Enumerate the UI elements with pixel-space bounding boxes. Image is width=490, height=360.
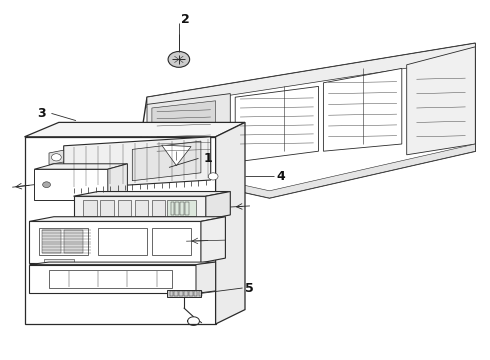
Polygon shape bbox=[216, 122, 245, 324]
Polygon shape bbox=[201, 217, 225, 263]
Bar bbox=[152, 200, 165, 216]
Circle shape bbox=[43, 182, 50, 188]
Polygon shape bbox=[29, 262, 216, 265]
Bar bbox=[135, 200, 148, 216]
Bar bbox=[175, 202, 179, 215]
Text: 3: 3 bbox=[37, 107, 46, 120]
Polygon shape bbox=[206, 192, 230, 220]
Text: 2: 2 bbox=[181, 13, 190, 26]
Bar bbox=[98, 228, 147, 255]
Polygon shape bbox=[147, 160, 164, 187]
Text: 4: 4 bbox=[277, 170, 286, 183]
Polygon shape bbox=[147, 43, 475, 108]
Polygon shape bbox=[137, 155, 186, 180]
Polygon shape bbox=[132, 141, 201, 181]
Polygon shape bbox=[74, 192, 230, 196]
Bar bbox=[149, 171, 153, 184]
Polygon shape bbox=[323, 68, 402, 151]
Bar bbox=[174, 291, 178, 296]
Bar bbox=[100, 200, 114, 216]
Bar bbox=[154, 171, 157, 184]
Polygon shape bbox=[147, 94, 230, 158]
Circle shape bbox=[168, 51, 190, 67]
Polygon shape bbox=[407, 47, 475, 155]
Bar bbox=[83, 200, 97, 216]
Polygon shape bbox=[29, 265, 196, 293]
Bar bbox=[194, 291, 197, 296]
Polygon shape bbox=[34, 164, 127, 169]
Bar bbox=[170, 291, 173, 296]
Polygon shape bbox=[164, 153, 218, 182]
Bar bbox=[189, 291, 193, 296]
Polygon shape bbox=[49, 150, 64, 165]
Polygon shape bbox=[220, 144, 475, 198]
Bar bbox=[39, 228, 88, 255]
Polygon shape bbox=[162, 145, 191, 166]
Bar bbox=[152, 228, 191, 255]
Bar bbox=[42, 230, 61, 253]
Polygon shape bbox=[29, 217, 225, 221]
Polygon shape bbox=[64, 137, 211, 189]
Polygon shape bbox=[196, 262, 216, 293]
Bar bbox=[199, 291, 202, 296]
Polygon shape bbox=[74, 196, 206, 220]
Bar bbox=[184, 291, 188, 296]
Polygon shape bbox=[29, 221, 201, 263]
Bar bbox=[167, 200, 196, 216]
Bar bbox=[118, 200, 131, 216]
Circle shape bbox=[51, 154, 61, 161]
Polygon shape bbox=[108, 164, 127, 200]
Bar bbox=[180, 202, 184, 215]
Bar bbox=[179, 291, 183, 296]
Polygon shape bbox=[24, 122, 245, 137]
Polygon shape bbox=[24, 137, 216, 324]
Polygon shape bbox=[152, 101, 216, 155]
Polygon shape bbox=[137, 43, 475, 198]
Bar bbox=[171, 202, 174, 215]
Polygon shape bbox=[167, 290, 201, 297]
Circle shape bbox=[208, 173, 218, 180]
Polygon shape bbox=[44, 259, 74, 263]
Polygon shape bbox=[147, 153, 218, 166]
Text: 1: 1 bbox=[203, 152, 212, 165]
Text: 5: 5 bbox=[245, 282, 254, 294]
Polygon shape bbox=[235, 86, 318, 162]
Bar bbox=[64, 230, 83, 253]
Bar bbox=[158, 171, 162, 184]
Polygon shape bbox=[34, 169, 108, 200]
Bar bbox=[49, 270, 172, 288]
Bar bbox=[185, 202, 189, 215]
